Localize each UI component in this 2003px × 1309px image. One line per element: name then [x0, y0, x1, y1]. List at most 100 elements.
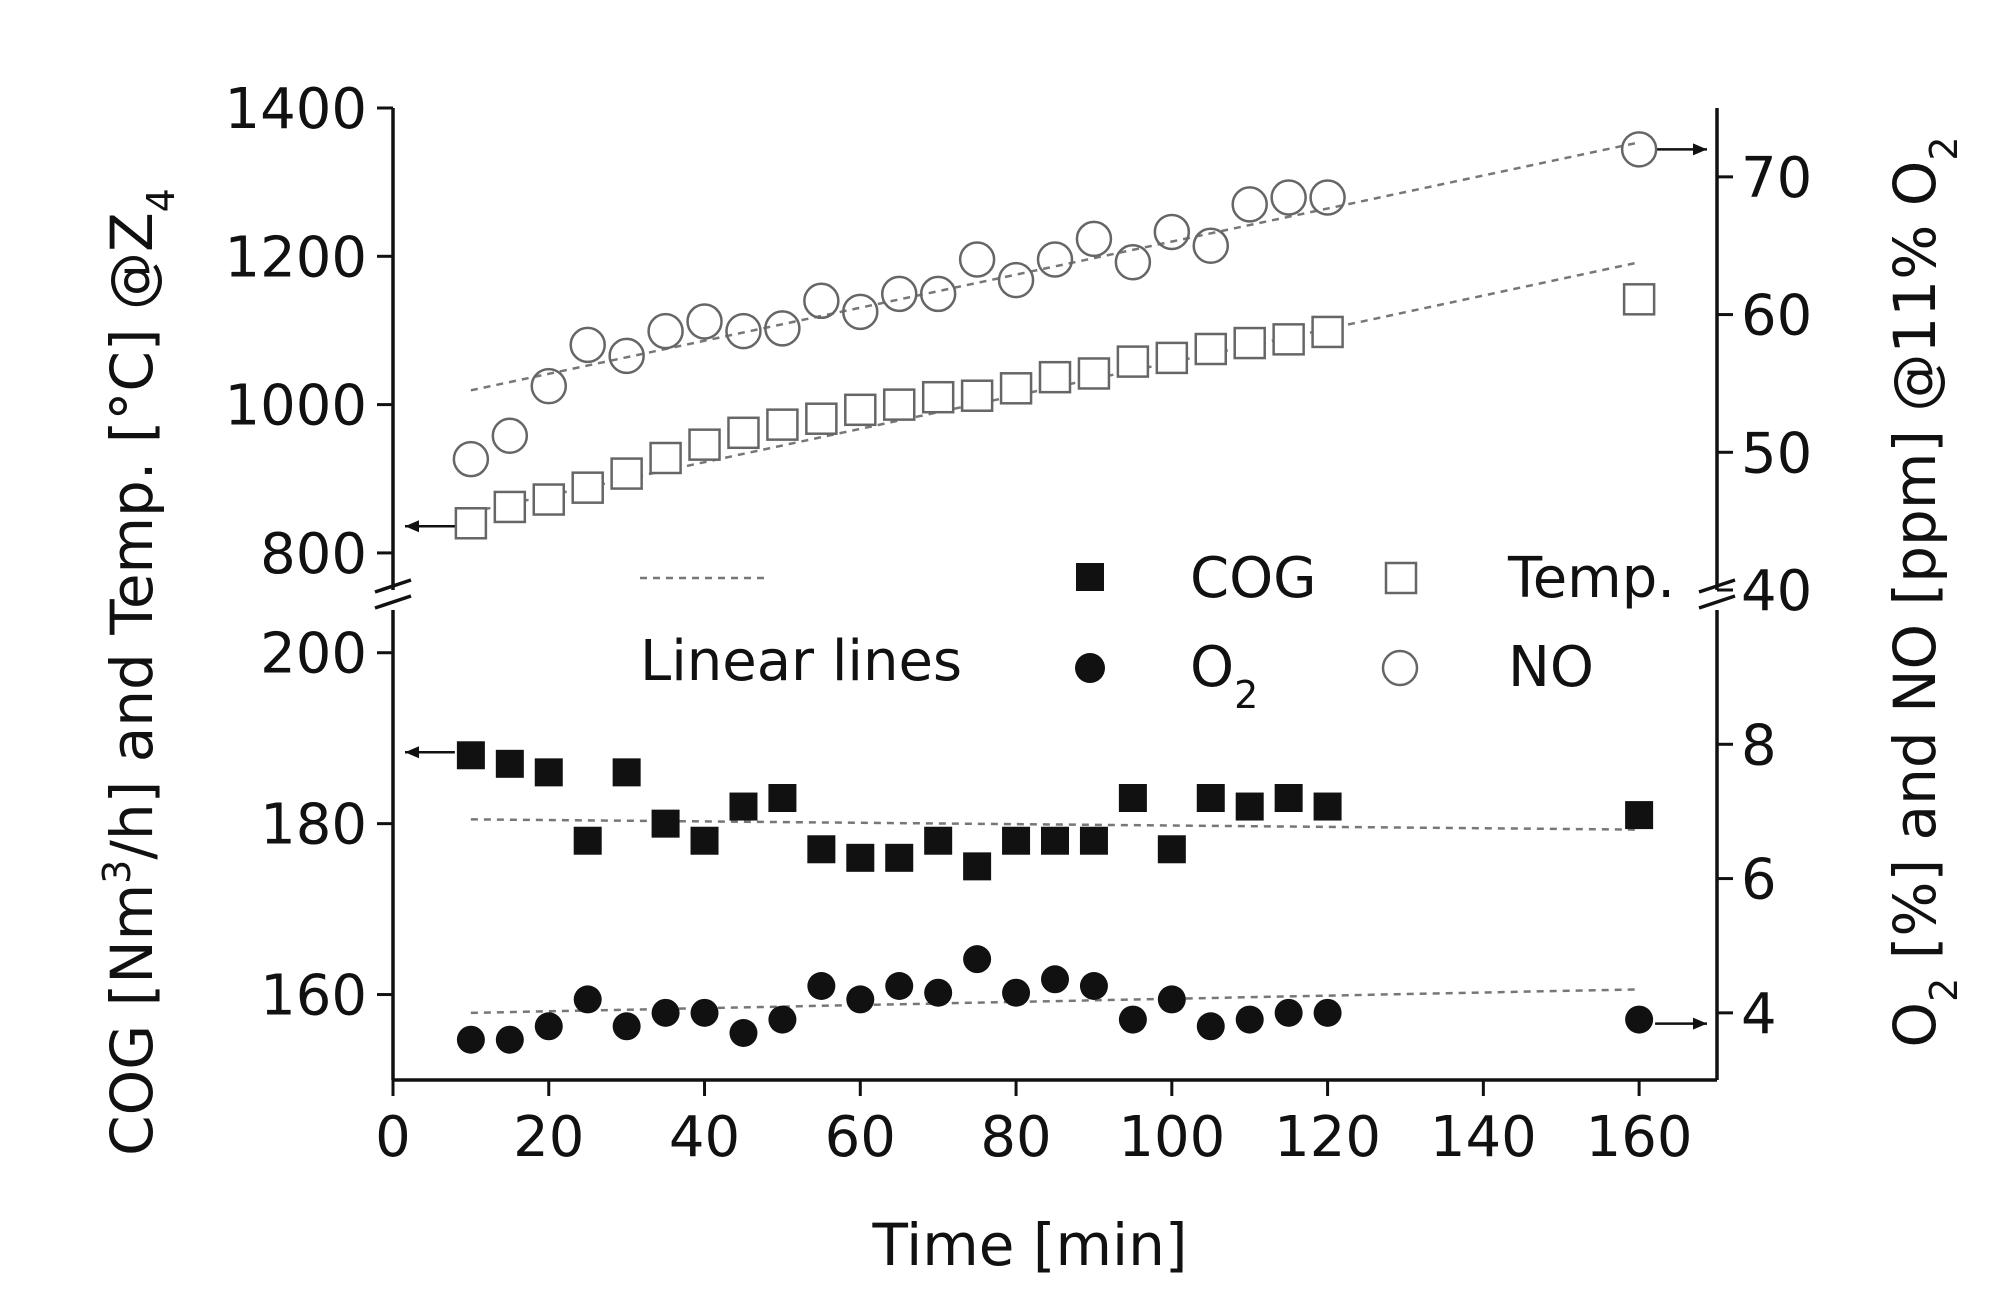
cog-point	[1118, 784, 1147, 812]
temp--point	[960, 379, 994, 412]
x-axis-title: Time [min]	[871, 1211, 1187, 1279]
temp--point	[454, 507, 488, 540]
o2-point	[1118, 1005, 1147, 1034]
no-point	[919, 275, 957, 313]
temp--point	[1622, 283, 1656, 316]
o2-point	[456, 1025, 485, 1054]
legend-no-label: NO	[1508, 635, 1594, 700]
temp--point	[999, 372, 1033, 405]
cog-point	[1041, 826, 1069, 855]
axis-break-right	[1698, 578, 1736, 610]
temp--point	[571, 471, 604, 504]
y-ticks: 800 1000 1200 1400 160 180 200 40 50 60 70 4 6 8	[224, 77, 1812, 1047]
temp--point	[1233, 326, 1266, 360]
upper-right-tick-label: 50	[1741, 421, 1812, 486]
upper-left-tick-label: 1000	[224, 374, 367, 439]
o2-point	[885, 972, 914, 1000]
right-axis-title: O2 [%] and NO [ppm] @11% O2	[1881, 136, 1966, 1047]
x-tick-label: 140	[1430, 1105, 1537, 1170]
legend: Linear lines COG Temp. O2 NO	[640, 546, 1675, 717]
no-point	[1270, 179, 1307, 216]
temp--point	[882, 388, 916, 421]
legend-linear-label: Linear lines	[640, 629, 962, 694]
cog-point	[729, 792, 758, 821]
x-tick-label: 40	[669, 1105, 740, 1170]
temp--point	[688, 428, 721, 461]
no-point	[803, 282, 840, 320]
lower-right-tick-label: 8	[1741, 713, 1777, 778]
o2-point	[573, 985, 602, 1014]
temp--point	[1272, 323, 1305, 356]
o2-point	[924, 978, 953, 1007]
cog-point	[612, 758, 641, 787]
cog-point	[1196, 784, 1225, 812]
o2-point	[1196, 1012, 1225, 1041]
temp--point	[649, 441, 682, 475]
o2-point	[1625, 1005, 1654, 1034]
cog-point	[1313, 792, 1342, 821]
no-point	[1153, 213, 1191, 251]
cog-point	[690, 826, 719, 855]
temp--point	[1038, 360, 1072, 394]
cog-point	[651, 809, 680, 838]
o2-point	[807, 972, 836, 1000]
cog-point	[1157, 835, 1186, 864]
legend-no-marker	[1381, 649, 1419, 687]
legend-cog-label: COG	[1190, 546, 1317, 611]
cog-point	[534, 758, 563, 787]
temp--point	[493, 490, 527, 524]
temp--point	[532, 483, 566, 516]
o2-point	[846, 985, 875, 1014]
x-tick-label: 80	[980, 1105, 1051, 1170]
cog-point	[846, 843, 875, 872]
legend-cog-marker	[1076, 563, 1104, 591]
axes	[374, 108, 1736, 1082]
x-tick-label: 100	[1118, 1105, 1225, 1170]
legend-temp-label: Temp.	[1507, 546, 1675, 611]
no-point	[608, 337, 645, 375]
cog-point	[768, 784, 797, 812]
cog-point	[1002, 826, 1031, 855]
o2-point	[612, 1012, 641, 1041]
x-ticks: 0 20 40 60 80 100 120 140 160	[375, 1080, 1693, 1170]
x-tick-label: 20	[513, 1105, 584, 1170]
temp--point	[727, 416, 760, 450]
x-tick-label: 0	[375, 1105, 411, 1170]
x-tick-label: 120	[1274, 1105, 1381, 1170]
axis-break-left	[374, 578, 412, 610]
o2-point	[1235, 1005, 1264, 1034]
cog-to-left-axis-arrow	[405, 746, 455, 759]
cog-point	[924, 826, 953, 855]
no-point	[1075, 220, 1113, 258]
no-point	[1620, 131, 1658, 168]
temp--point	[1311, 315, 1344, 349]
o2-point	[1041, 965, 1069, 994]
o2-point	[1313, 998, 1342, 1027]
fit-line-no	[470, 141, 1640, 392]
lower-left-tick-label: 200	[260, 622, 367, 687]
no-to-right-axis-arrow	[1657, 143, 1707, 156]
cog-point	[885, 843, 914, 872]
data-marks	[452, 131, 1658, 1054]
x-tick-label: 60	[825, 1105, 896, 1170]
no-point	[764, 310, 801, 347]
o2-point	[1274, 998, 1303, 1027]
temp--point	[1116, 345, 1150, 378]
temp--point	[1155, 341, 1189, 375]
lower-right-tick-label: 4	[1741, 982, 1777, 1047]
lower-left-tick-label: 180	[260, 793, 367, 858]
no-point	[880, 275, 918, 313]
axis-arrows	[405, 143, 1707, 1030]
cog-point	[1625, 801, 1654, 830]
legend-temp-marker	[1384, 561, 1418, 595]
x-tick-label: 160	[1586, 1105, 1693, 1170]
o2-point	[534, 1012, 563, 1041]
cog-point	[963, 852, 992, 881]
temp--point	[1077, 357, 1111, 390]
cog-point	[495, 749, 524, 778]
o2-point	[1002, 978, 1031, 1007]
temp--point	[921, 380, 955, 414]
upper-right-tick-label: 40	[1741, 559, 1812, 624]
o2-point	[768, 1005, 797, 1034]
